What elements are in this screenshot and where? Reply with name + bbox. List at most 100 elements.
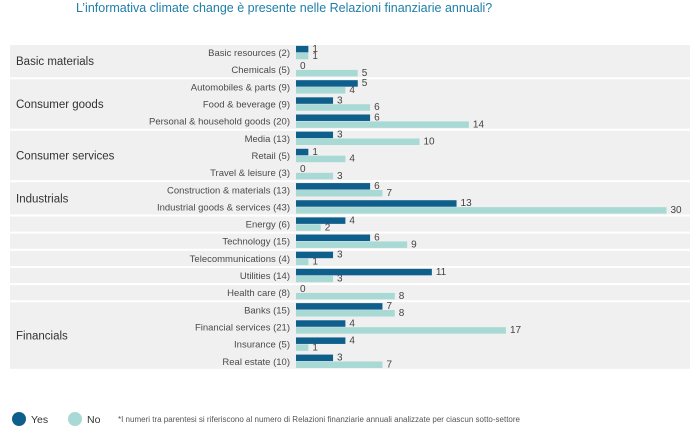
value-label-yes: 1 <box>312 44 318 55</box>
bar-yes <box>296 320 346 327</box>
category-label: Energy (6) <box>246 220 290 231</box>
bar-no <box>296 258 309 266</box>
value-label-no: 3 <box>337 171 343 182</box>
group-label: Basic materials <box>16 56 94 68</box>
category-label: Basic resources (2) <box>208 48 290 59</box>
bar-yes <box>296 200 457 207</box>
value-label-yes: 4 <box>349 215 355 226</box>
value-label-no: 8 <box>399 291 405 302</box>
value-label-yes: 3 <box>337 130 343 141</box>
bar-no <box>296 104 371 111</box>
value-label-yes: 6 <box>374 112 380 123</box>
category-label: Banks (15) <box>244 305 290 316</box>
group-label: Consumer services <box>16 150 115 162</box>
bar-no <box>296 207 667 214</box>
bar-no <box>296 87 346 94</box>
bar-no <box>296 292 395 300</box>
group-band <box>10 216 690 232</box>
value-label-no: 3 <box>337 274 343 285</box>
value-label-yes: 13 <box>461 198 473 209</box>
value-label-no: 1 <box>312 342 318 353</box>
category-label: Industrial goods & services (43) <box>157 202 290 213</box>
value-label-yes: 3 <box>337 95 343 106</box>
value-label-no: 1 <box>312 257 318 268</box>
value-label-no: 14 <box>473 119 485 130</box>
value-label-yes: 11 <box>436 267 447 278</box>
value-label-no: 4 <box>349 154 355 165</box>
category-label: Real estate (10) <box>222 357 290 368</box>
value-label-no: 2 <box>325 222 331 233</box>
category-label: Media (13) <box>245 134 290 145</box>
bar-no <box>296 241 408 248</box>
legend-yes-swatch <box>12 412 26 426</box>
bar-no <box>296 172 334 180</box>
category-label: Insurance (5) <box>234 340 290 351</box>
value-label-no: 10 <box>424 137 436 148</box>
bar-yes <box>296 45 309 53</box>
bar-no <box>296 361 383 368</box>
bar-yes <box>296 234 371 242</box>
value-label-yes: 0 <box>300 61 306 72</box>
value-label-no: 9 <box>411 239 417 250</box>
category-label: Telecommunications (4) <box>190 254 290 265</box>
bar-no <box>296 52 309 60</box>
bar-yes <box>296 251 334 259</box>
category-label: Financial services (21) <box>195 322 290 333</box>
bar-yes <box>296 131 334 139</box>
category-label: Chemicals (5) <box>231 65 290 76</box>
value-label-yes: 0 <box>300 284 306 295</box>
legend-no-swatch <box>68 412 82 426</box>
value-label-yes: 7 <box>386 301 392 312</box>
bar-yes <box>296 114 371 121</box>
bar-yes <box>296 337 346 344</box>
value-label-yes: 4 <box>349 335 355 346</box>
category-label: Food & beverage (9) <box>203 100 290 111</box>
value-label-yes: 0 <box>300 164 306 175</box>
category-label: Utilities (14) <box>240 271 290 282</box>
group-label: Financials <box>16 331 68 343</box>
value-label-no: 17 <box>510 325 522 336</box>
category-labels: Basic materials Consumer goods Consumer se… <box>16 48 290 368</box>
bar-no <box>296 310 395 317</box>
category-label: Personal & household goods (20) <box>149 117 290 128</box>
value-label-yes: 1 <box>312 147 318 158</box>
value-label-no: 7 <box>386 188 392 199</box>
value-label-no: 30 <box>671 205 683 216</box>
group-band <box>10 233 690 249</box>
bar-no <box>296 275 334 283</box>
bar-yes <box>296 268 432 276</box>
value-label-yes: 3 <box>337 353 343 364</box>
group-band <box>10 267 690 284</box>
legend-no-label: No <box>87 414 101 426</box>
group-band <box>10 285 690 301</box>
legend: Yes No <box>12 412 101 426</box>
value-label-yes: 5 <box>362 78 368 89</box>
value-labels: 1105543661431014036713304269311130878417… <box>300 44 682 371</box>
group-label: Consumer goods <box>16 99 104 111</box>
category-label: Health care (8) <box>227 288 290 299</box>
bar-yes <box>296 303 383 310</box>
category-label: Automobiles & parts (9) <box>191 82 290 93</box>
value-label-no: 6 <box>374 102 380 113</box>
category-label: Technology (15) <box>222 237 290 248</box>
bar-yes <box>296 354 334 362</box>
bar-no <box>296 189 383 197</box>
value-label-yes: 4 <box>349 318 355 329</box>
value-label-no: 4 <box>349 85 355 96</box>
category-label: Construction & materials (13) <box>167 185 290 196</box>
value-label-no: 1 <box>312 51 318 62</box>
bar-no <box>296 121 469 128</box>
legend-yes-label: Yes <box>31 414 48 426</box>
bar-yes <box>296 217 346 224</box>
value-label-no: 8 <box>399 308 405 319</box>
bar-yes <box>296 80 358 87</box>
bars <box>296 45 667 368</box>
value-label-yes: 6 <box>374 233 380 244</box>
bar-yes <box>296 97 334 104</box>
value-label-yes: 3 <box>337 250 343 261</box>
bar-no <box>296 155 346 163</box>
group-label: Industrials <box>16 193 69 205</box>
bar-yes <box>296 148 309 156</box>
group-band <box>10 250 690 266</box>
